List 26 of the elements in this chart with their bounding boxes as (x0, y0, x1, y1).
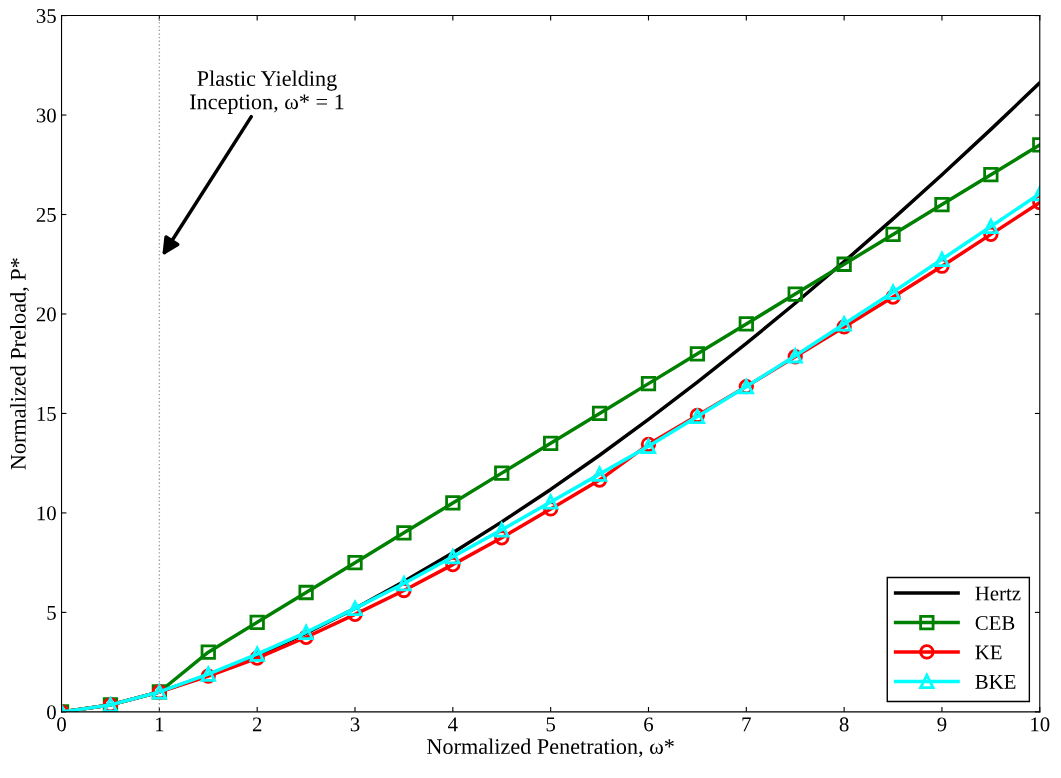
y-axis-title: Normalized Preload, P* (10, 258, 29, 470)
x-tick-label: 8 (839, 717, 849, 732)
legend-label: BKE (975, 675, 1016, 689)
y-tick-label: 35 (36, 8, 56, 23)
x-tick-label: 7 (742, 717, 751, 732)
x-tick-label: 9 (937, 717, 947, 732)
x-tick-label: 6 (644, 717, 654, 732)
y-tick-label: 30 (36, 108, 56, 123)
x-tick-label: 10 (1031, 717, 1050, 732)
x-tick-label: 4 (448, 717, 458, 732)
y-tick-label: 0 (47, 705, 56, 720)
y-tick-label: 15 (37, 406, 56, 421)
y-tick-label: 5 (47, 605, 56, 620)
x-axis-title: Normalized Penetration, ω* (427, 738, 674, 758)
x-tick-label: 3 (350, 717, 360, 732)
legend-label: Hertz (975, 586, 1021, 601)
x-tick-label: 0 (57, 717, 66, 732)
legend-label: KE (975, 645, 1002, 660)
x-tick-label: 1 (155, 717, 164, 732)
y-tick-label: 10 (37, 506, 56, 521)
x-tick-label: 5 (546, 717, 556, 732)
x-tick-label: 2 (252, 717, 262, 732)
legend-label: CEB (975, 616, 1015, 631)
y-tick-label: 25 (36, 207, 56, 222)
annotation: Plastic Yielding Inception, ω* = 1 (190, 70, 344, 114)
y-tick-label: 20 (36, 307, 56, 322)
